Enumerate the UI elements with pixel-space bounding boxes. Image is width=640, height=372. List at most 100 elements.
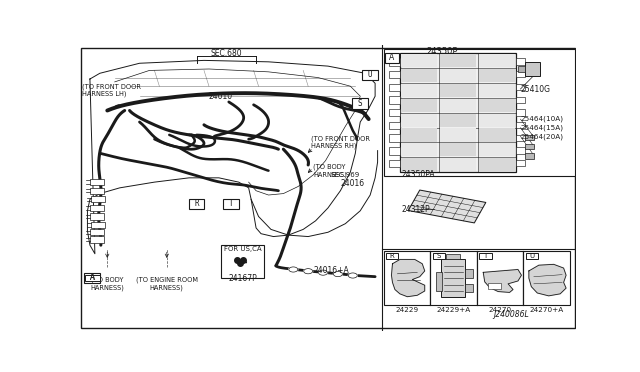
Text: 24016: 24016 <box>340 179 365 188</box>
Bar <box>525 144 534 150</box>
Text: (TO ENGINE ROOM
HARNESS): (TO ENGINE ROOM HARNESS) <box>136 277 198 291</box>
Polygon shape <box>483 269 522 292</box>
Text: T: T <box>229 199 234 208</box>
Bar <box>389 71 400 78</box>
Bar <box>352 99 368 109</box>
Text: FOR US,CA: FOR US,CA <box>224 246 262 253</box>
Bar <box>516 147 525 154</box>
Text: (TO BODY
HARNESS): (TO BODY HARNESS) <box>313 164 347 178</box>
Bar <box>440 113 476 127</box>
Bar <box>525 135 534 140</box>
Bar <box>90 214 104 219</box>
Bar <box>362 70 378 80</box>
Bar <box>389 84 400 91</box>
Bar <box>401 158 437 171</box>
Bar <box>479 99 515 112</box>
Bar <box>479 69 515 82</box>
Text: U: U <box>368 70 372 79</box>
Bar <box>440 158 476 171</box>
Bar <box>430 251 477 305</box>
Bar <box>90 179 104 185</box>
Bar <box>386 253 399 259</box>
Text: A: A <box>90 273 95 282</box>
Text: 24229+A: 24229+A <box>436 307 470 314</box>
Text: (TO FRONT DOOR
HARNESS RH): (TO FRONT DOOR HARNESS RH) <box>310 135 370 149</box>
Text: 25464(20A): 25464(20A) <box>520 133 563 140</box>
Bar <box>440 99 476 112</box>
Bar <box>91 222 105 228</box>
Text: 25464(10A): 25464(10A) <box>520 116 563 122</box>
Bar <box>516 109 525 116</box>
Bar <box>518 65 525 72</box>
Bar <box>516 160 525 166</box>
Bar <box>525 154 534 158</box>
Text: 24016+A: 24016+A <box>313 266 349 275</box>
Bar <box>440 54 476 67</box>
Bar <box>436 272 442 291</box>
Bar <box>389 96 400 104</box>
Polygon shape <box>529 264 566 296</box>
Bar <box>90 236 104 243</box>
Text: 24167P: 24167P <box>228 273 257 283</box>
Bar <box>433 253 445 259</box>
Text: SEC.969: SEC.969 <box>330 172 360 178</box>
Bar <box>401 113 437 127</box>
Bar <box>479 84 515 97</box>
Bar <box>389 109 400 116</box>
Bar <box>400 53 516 172</box>
Text: 24270+A: 24270+A <box>530 307 564 314</box>
Text: SEC.680: SEC.680 <box>211 49 242 58</box>
Bar <box>389 58 400 65</box>
Bar <box>401 143 437 156</box>
Bar <box>385 53 399 63</box>
Bar <box>221 245 264 278</box>
Text: J240086L: J240086L <box>493 310 529 319</box>
Polygon shape <box>408 190 486 223</box>
Bar <box>189 199 205 209</box>
Text: 25410G: 25410G <box>520 84 550 93</box>
Bar <box>516 122 525 128</box>
Bar <box>440 69 476 82</box>
Text: 24350PA: 24350PA <box>401 170 435 179</box>
Bar <box>516 58 525 65</box>
Circle shape <box>319 270 328 275</box>
Text: (TO BODY
HARNESS): (TO BODY HARNESS) <box>90 277 124 291</box>
Bar <box>524 251 570 305</box>
Bar <box>383 49 575 176</box>
Bar <box>488 283 500 289</box>
Bar <box>223 199 239 209</box>
Bar <box>389 147 400 154</box>
Bar <box>516 135 525 141</box>
Text: A: A <box>90 273 95 282</box>
Text: A: A <box>389 53 395 62</box>
Polygon shape <box>392 260 425 297</box>
Text: 24312P: 24312P <box>401 205 430 214</box>
Bar <box>479 143 515 156</box>
Bar <box>383 251 430 305</box>
Bar <box>440 128 476 141</box>
Bar <box>84 273 100 283</box>
Bar <box>516 71 525 77</box>
Bar <box>389 160 400 167</box>
Circle shape <box>348 273 357 278</box>
Bar <box>85 275 100 281</box>
Circle shape <box>304 269 312 274</box>
Bar <box>479 54 515 67</box>
Bar <box>91 196 105 202</box>
Bar <box>516 84 525 90</box>
Bar <box>90 205 104 211</box>
Bar <box>401 54 437 67</box>
Text: R: R <box>390 253 395 259</box>
Bar <box>440 84 476 97</box>
Bar <box>479 253 492 259</box>
Bar <box>401 128 437 141</box>
Bar <box>477 251 524 305</box>
Text: 24229: 24229 <box>396 307 419 314</box>
Text: S: S <box>358 99 362 108</box>
Bar <box>526 253 538 259</box>
Bar <box>479 158 515 171</box>
Bar <box>389 134 400 142</box>
Bar <box>440 260 465 297</box>
Bar <box>401 99 437 112</box>
Bar <box>516 96 525 103</box>
